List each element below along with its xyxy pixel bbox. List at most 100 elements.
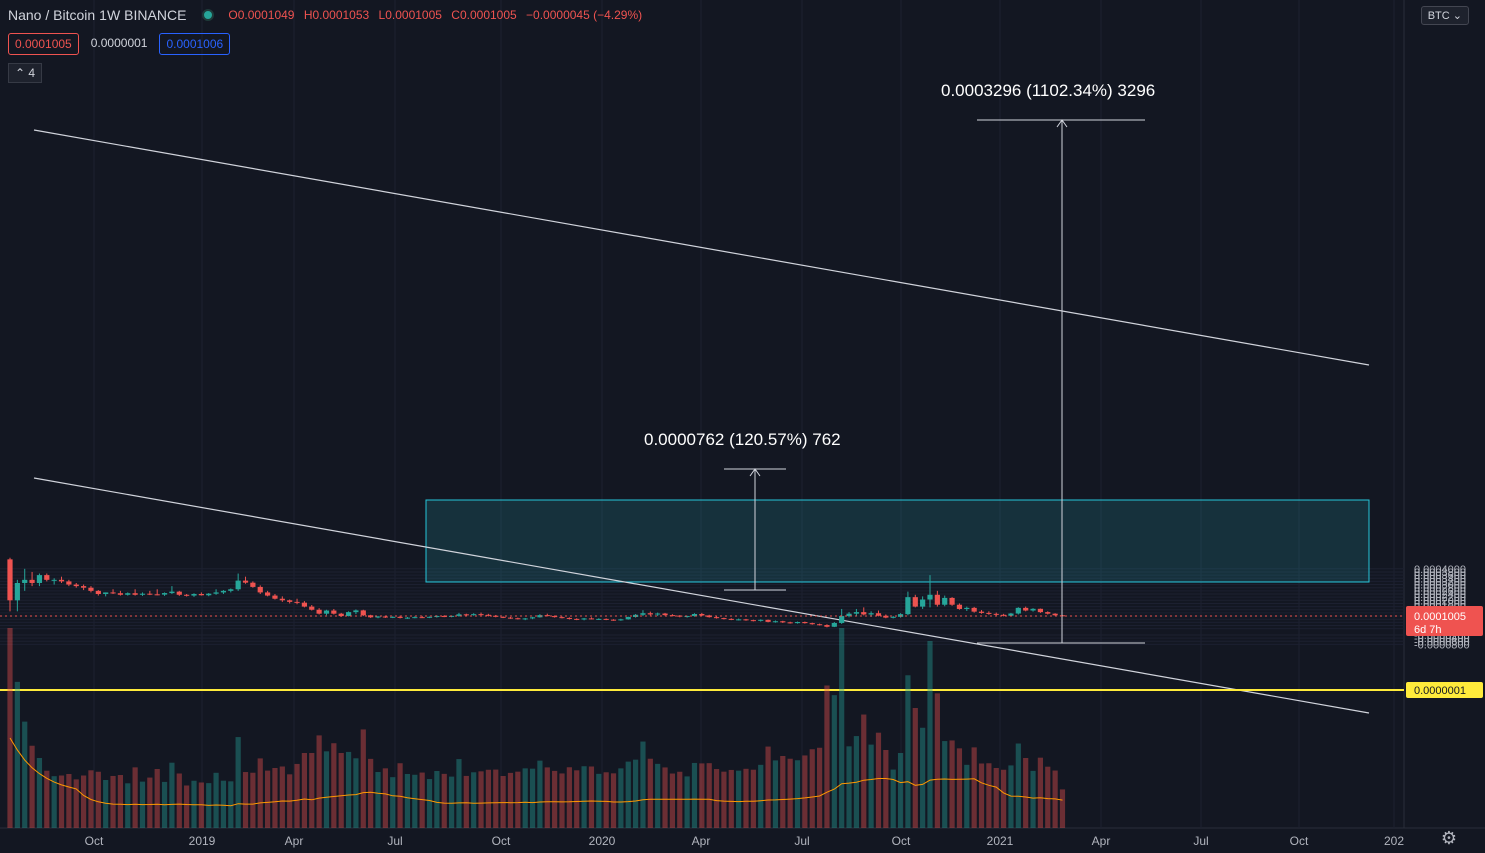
- candle-body[interactable]: [721, 618, 727, 620]
- candle-body[interactable]: [463, 614, 469, 616]
- symbol-name[interactable]: Nano / Bitcoin: [8, 7, 96, 23]
- candle-body[interactable]: [1037, 608, 1043, 613]
- candle-body[interactable]: [95, 590, 101, 594]
- candle-body[interactable]: [728, 618, 734, 620]
- candle-body[interactable]: [507, 617, 514, 619]
- candle-body[interactable]: [515, 618, 521, 620]
- indicators-toggle[interactable]: ⌃ 4: [8, 63, 43, 83]
- candle-body[interactable]: [809, 623, 815, 625]
- currency-selector[interactable]: BTC ⌄: [1420, 6, 1469, 25]
- candle-body[interactable]: [478, 614, 484, 616]
- candle-body[interactable]: [993, 613, 999, 615]
- candle-body[interactable]: [22, 579, 28, 583]
- channel-lower-line[interactable]: [33, 477, 1370, 714]
- candle-body[interactable]: [323, 610, 330, 614]
- candle-body[interactable]: [544, 615, 550, 617]
- candle-body[interactable]: [404, 617, 411, 619]
- candle-body[interactable]: [581, 618, 587, 620]
- candle-body[interactable]: [905, 597, 911, 615]
- sell-button[interactable]: 0.0001005: [8, 33, 79, 55]
- candle-body[interactable]: [73, 584, 79, 587]
- candle-body[interactable]: [964, 607, 970, 609]
- candle-body[interactable]: [125, 593, 131, 595]
- candle-body[interactable]: [610, 619, 617, 621]
- candle-body[interactable]: [412, 617, 418, 619]
- candle-body[interactable]: [154, 594, 160, 596]
- candle-body[interactable]: [434, 616, 440, 618]
- candle-body[interactable]: [309, 606, 315, 610]
- candle-body[interactable]: [1045, 612, 1051, 614]
- candle-body[interactable]: [419, 617, 425, 619]
- candle-body[interactable]: [802, 622, 808, 624]
- candle-body[interactable]: [161, 593, 168, 595]
- candle-body[interactable]: [184, 594, 190, 596]
- candle-body[interactable]: [235, 580, 241, 590]
- candle-body[interactable]: [301, 602, 307, 607]
- candle-body[interactable]: [382, 616, 388, 618]
- candle-body[interactable]: [375, 616, 381, 618]
- candle-body[interactable]: [426, 616, 433, 618]
- candle-body[interactable]: [471, 614, 477, 616]
- candle-body[interactable]: [345, 612, 352, 617]
- candle-body[interactable]: [574, 618, 580, 620]
- candle-body[interactable]: [942, 597, 948, 605]
- candle-body[interactable]: [485, 614, 491, 616]
- candle-body[interactable]: [677, 615, 683, 617]
- candle-body[interactable]: [316, 609, 322, 614]
- candle-body[interactable]: [758, 619, 764, 621]
- candle-body[interactable]: [272, 595, 278, 599]
- candle-body[interactable]: [58, 579, 65, 582]
- candle-body[interactable]: [971, 607, 977, 612]
- interval-label[interactable]: 1W: [99, 7, 121, 23]
- candle-body[interactable]: [956, 604, 963, 609]
- candle-body[interactable]: [390, 616, 396, 618]
- candle-body[interactable]: [647, 613, 653, 615]
- candle-body[interactable]: [191, 594, 197, 596]
- candle-body[interactable]: [861, 612, 867, 615]
- candle-body[interactable]: [846, 613, 852, 617]
- candle-body[interactable]: [655, 613, 661, 615]
- candle-body[interactable]: [912, 597, 918, 607]
- candle-body[interactable]: [780, 621, 786, 623]
- candle-body[interactable]: [522, 618, 528, 620]
- candle-body[interactable]: [29, 579, 35, 583]
- candle-body[interactable]: [920, 599, 926, 607]
- candle-body[interactable]: [662, 613, 668, 616]
- candle-body[interactable]: [529, 617, 536, 619]
- candle-body[interactable]: [51, 579, 57, 581]
- candle-body[interactable]: [750, 620, 756, 622]
- candle-body[interactable]: [257, 586, 263, 593]
- candle-body[interactable]: [36, 575, 43, 583]
- candle-body[interactable]: [14, 582, 20, 601]
- candle-body[interactable]: [684, 616, 690, 618]
- candle-body[interactable]: [456, 614, 462, 616]
- candle-body[interactable]: [706, 615, 712, 618]
- candle-body[interactable]: [169, 591, 175, 594]
- candle-body[interactable]: [537, 615, 543, 618]
- candle-body[interactable]: [853, 612, 859, 614]
- candle-body[interactable]: [618, 619, 624, 621]
- candle-body[interactable]: [103, 592, 109, 594]
- candle-body[interactable]: [265, 592, 271, 596]
- candle-body[interactable]: [279, 598, 285, 601]
- candle-body[interactable]: [213, 592, 219, 594]
- buy-button[interactable]: 0.0001006: [159, 33, 231, 55]
- candle-body[interactable]: [88, 587, 94, 591]
- candle-body[interactable]: [1030, 608, 1036, 611]
- symbol-header[interactable]: Nano / Bitcoin 1W BINANCE O0.0001049 H0.…: [8, 7, 648, 23]
- candle-body[interactable]: [875, 613, 882, 616]
- candle-body[interactable]: [559, 617, 565, 619]
- candle-body[interactable]: [794, 622, 801, 624]
- candle-body[interactable]: [1015, 607, 1021, 614]
- candle-body[interactable]: [132, 593, 138, 595]
- candle-body[interactable]: [139, 593, 146, 595]
- candle-body[interactable]: [596, 618, 602, 620]
- candle-body[interactable]: [287, 600, 293, 602]
- candle-body[interactable]: [242, 580, 249, 583]
- price-axis[interactable]: [1404, 0, 1485, 853]
- candle-body[interactable]: [353, 610, 359, 613]
- gear-icon[interactable]: ⚙: [1440, 828, 1457, 848]
- candle-body[interactable]: [839, 616, 845, 623]
- candle-body[interactable]: [66, 581, 72, 585]
- candle-body[interactable]: [713, 617, 720, 619]
